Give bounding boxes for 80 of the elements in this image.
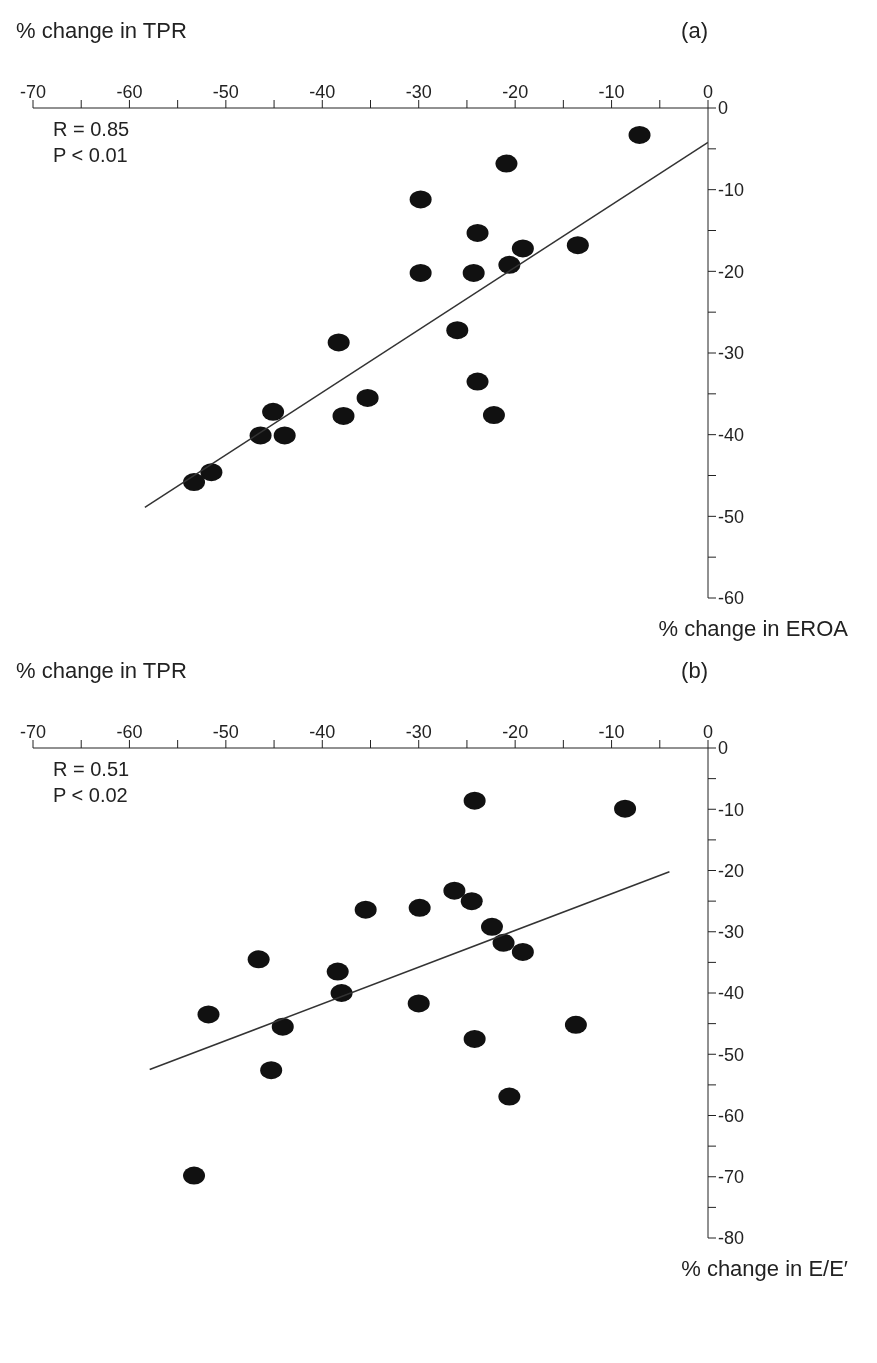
y-tick-label: -30 (718, 922, 745, 943)
y-tick-label: -40 (718, 425, 745, 446)
y-tick-label: -20 (718, 860, 745, 881)
annotation: R = 0.85 (53, 118, 130, 140)
point (354, 900, 377, 919)
chart-title: (a) (681, 18, 708, 43)
x-tick-label: -40 (309, 82, 336, 102)
point (564, 1015, 587, 1034)
point (273, 426, 296, 445)
point (183, 1166, 206, 1185)
x-axis-title: % change in TPR (16, 18, 187, 43)
x-tick-label: -30 (405, 722, 432, 742)
point (482, 406, 505, 425)
point (495, 154, 518, 173)
point (614, 799, 637, 818)
point (462, 263, 485, 282)
x-tick-label: -30 (405, 82, 432, 102)
y-axis-title: % change in E/E′ (681, 1256, 848, 1281)
y-tick-label: -30 (718, 343, 745, 364)
y-tick-label: 0 (718, 98, 729, 119)
point (407, 994, 430, 1013)
x-tick-label: -50 (212, 722, 239, 742)
point (446, 321, 469, 340)
x-tick-label: -60 (116, 82, 143, 102)
point (460, 892, 483, 911)
y-tick-label: -10 (718, 799, 745, 820)
point (511, 239, 534, 258)
x-axis-title: % change in TPR (16, 658, 187, 683)
annotation: R = 0.51 (53, 758, 130, 780)
point (463, 791, 486, 810)
point (628, 125, 651, 144)
x-tick-label: 0 (702, 722, 714, 742)
y-tick-label: -50 (718, 506, 745, 527)
chart-title: (b) (681, 658, 708, 683)
point (356, 388, 379, 407)
point (197, 1005, 220, 1024)
point (463, 1029, 486, 1048)
point (327, 333, 350, 352)
point (443, 881, 466, 900)
point (492, 933, 515, 952)
point (271, 1017, 294, 1036)
point (566, 236, 589, 255)
y-tick-label: -20 (718, 261, 745, 282)
y-axis-title: % change in EROA (658, 616, 849, 641)
point (262, 402, 285, 421)
point (247, 950, 270, 969)
point (511, 942, 534, 961)
point (481, 917, 503, 936)
x-tick-label: 0 (702, 82, 714, 102)
point (332, 406, 355, 425)
point (466, 372, 489, 391)
x-tick-label: -40 (309, 722, 336, 742)
point (409, 190, 432, 209)
y-tick-label: 0 (718, 738, 729, 759)
annotation: P < 0.02 (53, 784, 128, 806)
y-tick-label: -60 (718, 1105, 745, 1126)
x-tick-label: -70 (19, 722, 47, 742)
point (498, 255, 521, 274)
x-tick-label: -10 (598, 82, 625, 102)
point (409, 263, 432, 282)
y-tick-label: -60 (718, 588, 745, 609)
x-tick-label: -20 (502, 722, 529, 742)
point (326, 962, 349, 981)
point (466, 223, 489, 242)
y-tick-label: -50 (718, 1044, 745, 1065)
x-tick-label: -70 (19, 82, 47, 102)
annotation: P < 0.01 (53, 144, 128, 166)
point (260, 1061, 283, 1080)
point (200, 463, 223, 482)
point (498, 1087, 521, 1106)
point (408, 898, 431, 917)
x-tick-label: -60 (116, 722, 143, 742)
y-tick-label: -10 (718, 180, 745, 201)
y-tick-label: -70 (718, 1167, 745, 1188)
y-tick-label: -80 (718, 1228, 745, 1249)
x-tick-label: -20 (502, 82, 529, 102)
x-tick-label: -10 (598, 722, 625, 742)
point (183, 473, 206, 492)
y-tick-label: -40 (718, 983, 745, 1004)
x-tick-label: -50 (212, 82, 239, 102)
